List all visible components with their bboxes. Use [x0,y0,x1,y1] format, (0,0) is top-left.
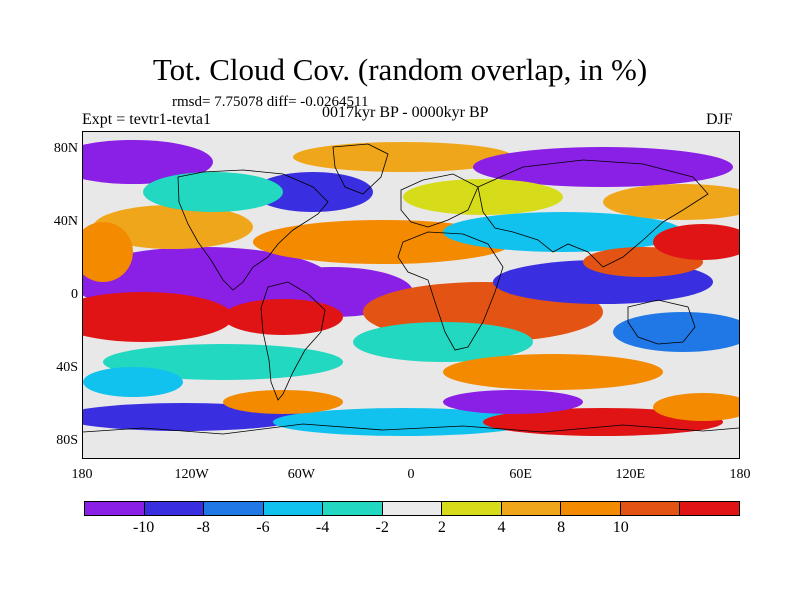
colorbar [84,501,740,516]
colorbar-box [382,502,443,515]
coast-africa [397,231,504,351]
coast-europe [400,173,479,228]
colorbar-tick-label: -4 [315,519,330,536]
anomaly-patch [353,322,533,362]
colorbar-box [442,502,502,515]
anomaly-patch [403,179,563,215]
anomaly-patch [443,354,663,390]
anomaly-patch [473,147,733,187]
y-tick-label: 40N [53,214,78,230]
anomaly-field-map [83,140,739,436]
coast-greenland [332,143,389,195]
anomaly-contours [83,140,739,436]
x-tick-label: 0 [407,467,415,482]
y-tick-label: 40S [56,359,78,375]
map-panel [82,131,740,459]
anomaly-patch [293,142,513,172]
anomaly-patch [83,140,213,184]
colorbar-box [85,502,145,515]
x-tick-label: 180 [71,467,93,482]
colorbar-box [263,502,324,515]
period-label: 0017kyr BP - 0000kyr BP [322,104,489,121]
y-tick-label: 80S [56,432,78,448]
colorbar-box [323,502,383,515]
colorbar-box [144,502,205,515]
coastlines [83,143,739,435]
colorbar-tick-label: 8 [557,519,566,536]
anomaly-patch [653,224,739,260]
anomaly-patch [273,408,533,436]
x-tick-label: 120W [174,467,209,482]
colorbar-box [501,502,562,515]
x-tick-label: 180 [729,467,751,482]
experiment-label: Expt = tevtr1-tevta1 [82,111,211,128]
x-tick-label: 120E [615,467,646,482]
colorbar-box [561,502,621,515]
anomaly-patch [443,212,683,252]
y-tick-label: 80N [53,141,78,157]
season-label: DJF [706,111,733,128]
coast-asia [477,159,709,268]
anomaly-patch [83,367,183,397]
coast-antarctica [83,423,739,435]
stats-label: rmsd= 7.75078 diff= -0.0264511 [172,94,369,110]
anomaly-patch [143,172,283,212]
coast-australia [627,299,696,345]
colorbar-box [204,502,264,515]
anomaly-patch [613,312,739,352]
colorbar-tick-label: -10 [132,519,155,536]
y-tick-label: 0 [71,287,78,302]
anomaly-patch [223,299,343,335]
anomaly-patch [443,390,583,414]
anomaly-patch [603,184,739,220]
coast-north-america [177,169,329,291]
anomaly-patch [253,172,373,212]
x-tick-label: 60E [509,467,532,482]
anomaly-patch [83,222,133,282]
colorbar-tick-label: 10 [612,519,629,536]
anomaly-patch [83,292,233,342]
colorbar-box [620,502,681,515]
colorbar-tick-label: 4 [497,519,506,536]
anomaly-patch [223,390,343,414]
colorbar-box [680,502,740,515]
x-tick-label: 60W [287,467,315,482]
colorbar-tick-label: 2 [437,519,446,536]
anomaly-patch [93,205,253,249]
colorbar-tick-label: -6 [256,519,270,536]
anomaly-patch [653,393,739,421]
colorbar-tick-label: -8 [196,519,210,536]
coast-south-america [260,281,326,401]
plot-title: Tot. Cloud Cov. (random overlap, in %) [152,52,648,87]
colorbar-tick-label: -2 [375,519,389,536]
